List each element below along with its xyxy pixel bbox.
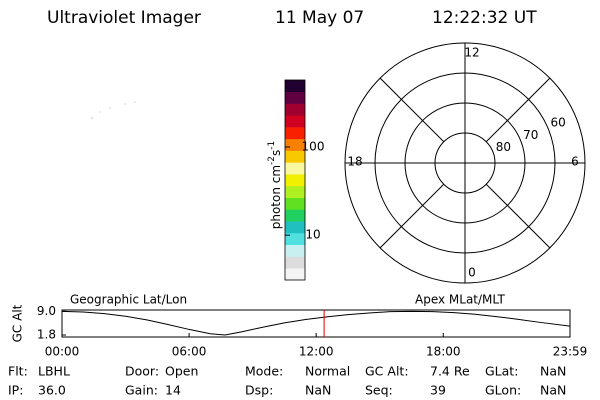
mlt-spoke [485, 77, 551, 143]
x-tick-label: 23:59 [553, 345, 588, 359]
color-band [285, 80, 305, 93]
status-value: 14 [165, 383, 181, 398]
mlt-label: 0 [468, 266, 476, 280]
y-tick-label: 1.8 [37, 328, 56, 342]
mlt-label: 18 [347, 155, 362, 169]
colorbar-label: photon cm-2s-1 [267, 141, 283, 230]
color-band [285, 185, 305, 198]
color-band [285, 221, 305, 234]
colorbar-tick-label: 100 [302, 139, 325, 153]
status-value: LBHL [38, 364, 70, 379]
altitude-line [61, 310, 571, 336]
status-value: 7.4 Re [430, 364, 470, 379]
status-value: Normal [305, 364, 350, 379]
status-label: Flt: [8, 364, 28, 379]
noise-dots [90, 101, 136, 120]
color-band [285, 103, 305, 116]
color-band [285, 232, 305, 246]
color-band [285, 197, 305, 210]
mlt-spoke [379, 183, 445, 249]
status-label: Dsp: [245, 383, 273, 398]
status-label: GC Alt: [365, 364, 409, 379]
status-value: Open [165, 364, 198, 379]
lat-label: 80 [496, 140, 511, 154]
label-part: photon cm [269, 165, 283, 229]
status-label: Mode: [245, 364, 283, 379]
status-label: Door: [125, 364, 159, 379]
status-value: 39 [430, 383, 446, 398]
status-value: 36.0 [38, 383, 66, 398]
status-label: Seq: [365, 383, 393, 398]
status-value: NaN [540, 383, 566, 398]
color-band [285, 174, 305, 187]
y-tick-label: 9.0 [37, 304, 56, 318]
color-band [285, 268, 305, 281]
status-value: NaN [305, 383, 331, 398]
date: 11 May 07 [275, 8, 364, 28]
plot-frame [61, 309, 571, 338]
color-band [285, 138, 305, 151]
color-band [285, 91, 305, 104]
color-band [285, 115, 305, 128]
lat-label: 60 [551, 116, 566, 130]
color-band [285, 209, 305, 222]
mlt-label: 6 [571, 155, 579, 169]
status-label: Gain: [125, 383, 158, 398]
color-band [285, 162, 305, 175]
mlt-label: 12 [464, 46, 479, 60]
x-tick-label: 00:00 [45, 345, 80, 359]
x-tick-label: 06:00 [172, 345, 207, 359]
label-part: -1 [267, 141, 277, 150]
colorbar-tick-label: 10 [305, 228, 320, 242]
status-value: NaN [540, 364, 566, 379]
colorbar-frame [284, 79, 306, 281]
x-tick-label: 12:00 [299, 345, 334, 359]
x-tick-label: 18:00 [426, 345, 461, 359]
label-part: s [269, 150, 283, 156]
panel-title: Apex MLat/MLT [415, 293, 505, 307]
lat-label: 70 [523, 128, 538, 142]
panel-title: Geographic Lat/Lon [70, 293, 187, 307]
y-axis-label: GC Alt [11, 304, 25, 342]
color-band [285, 256, 305, 269]
status-label: GLat: [485, 364, 518, 379]
title: Ultraviolet Imager [47, 8, 201, 28]
status-label: GLon: [485, 383, 521, 398]
color-band [285, 150, 305, 163]
color-band [285, 127, 305, 140]
mlt-spoke [485, 183, 551, 249]
label-part: -2 [267, 156, 277, 165]
time: 12:22:32 UT [432, 8, 537, 28]
status-label: IP: [8, 383, 23, 398]
mlt-spoke [379, 77, 445, 143]
color-band [285, 244, 305, 257]
